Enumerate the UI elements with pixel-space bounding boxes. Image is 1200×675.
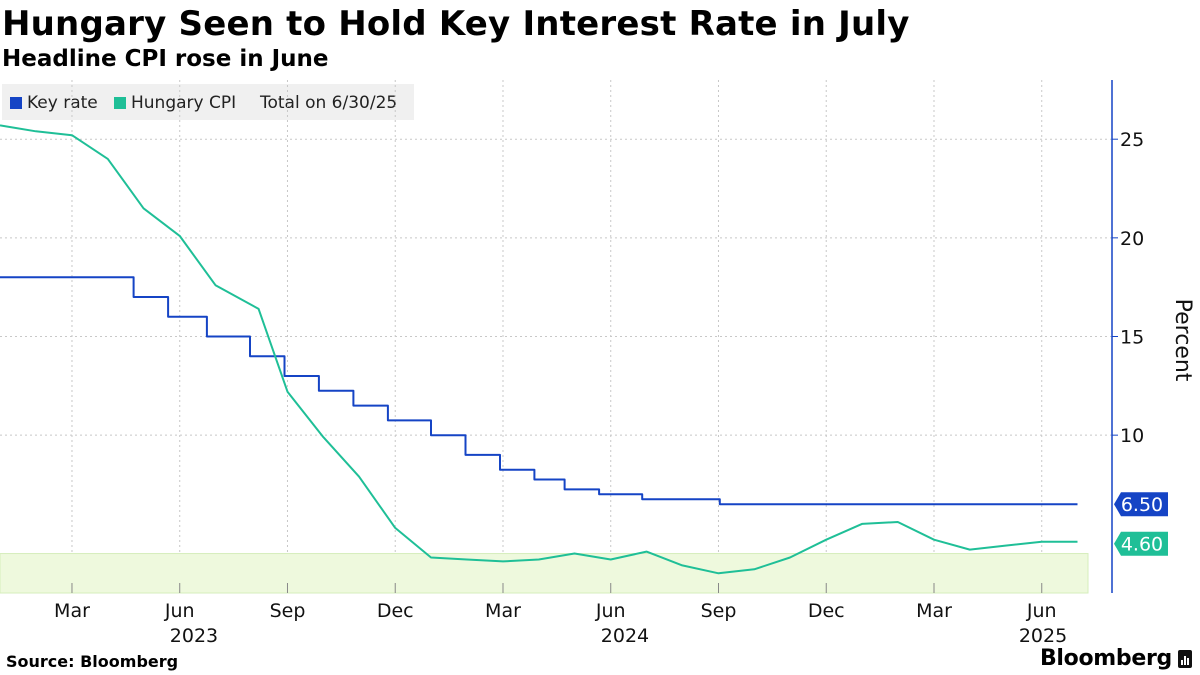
legend-item-key-rate: Key rate xyxy=(10,93,98,113)
y-tick-label-1: 15 xyxy=(1120,327,1144,349)
chart-subtitle: Headline CPI rose in June xyxy=(2,46,329,72)
legend: Key rate Hungary CPI Total on 6/30/25 xyxy=(2,84,414,120)
bloomberg-logo-icon xyxy=(1178,649,1192,668)
legend-note: Total on 6/30/25 xyxy=(260,93,397,113)
x-tick-label-1: Jun xyxy=(164,600,195,622)
value-tag-label-cpi: 4.60 xyxy=(1121,534,1163,556)
legend-cpi-label: Hungary CPI xyxy=(131,93,237,113)
x-tick-label-0: Mar xyxy=(54,600,90,622)
x-year-label-0: 2023 xyxy=(170,625,218,647)
x-year-label-1: 2024 xyxy=(601,625,649,647)
x-tick-label-5: Jun xyxy=(595,600,626,622)
y-tick-label-2: 20 xyxy=(1120,228,1144,250)
series-line-key-rate xyxy=(0,276,1078,506)
x-year-label-2: 2025 xyxy=(1019,625,1067,647)
y-tick-label-0: 10 xyxy=(1120,425,1144,447)
value-tag-label-key-rate: 6.50 xyxy=(1121,494,1163,516)
cpi-swatch-icon xyxy=(114,97,126,109)
target-band xyxy=(0,553,1089,594)
series-line-cpi xyxy=(0,124,1078,575)
x-tick-label-9: Jun xyxy=(1026,600,1057,622)
value-tag-key-rate xyxy=(1114,492,1168,517)
value-tag-cpi xyxy=(1114,531,1168,556)
chart-title: Hungary Seen to Hold Key Interest Rate i… xyxy=(2,4,910,44)
legend-item-cpi: Hungary CPI xyxy=(114,93,236,113)
x-tick-label-2: Sep xyxy=(270,600,306,622)
x-tick-label-7: Dec xyxy=(808,600,845,622)
logo-text: Bloomberg xyxy=(1039,646,1172,671)
y-axis-title: Percent xyxy=(1170,299,1195,382)
bloomberg-logo: Bloomberg xyxy=(1040,646,1192,671)
legend-key-rate-label: Key rate xyxy=(27,93,98,113)
x-tick-label-8: Mar xyxy=(916,600,952,622)
legend-note-text: Total on 6/30/25 xyxy=(260,93,398,113)
key-rate-swatch-icon xyxy=(10,97,22,109)
x-tick-label-3: Dec xyxy=(377,600,414,622)
x-tick-label-4: Mar xyxy=(485,600,521,622)
x-tick-label-6: Sep xyxy=(701,600,737,622)
y-tick-label-3: 25 xyxy=(1120,129,1144,151)
source-note: Source: Bloomberg xyxy=(6,652,179,671)
